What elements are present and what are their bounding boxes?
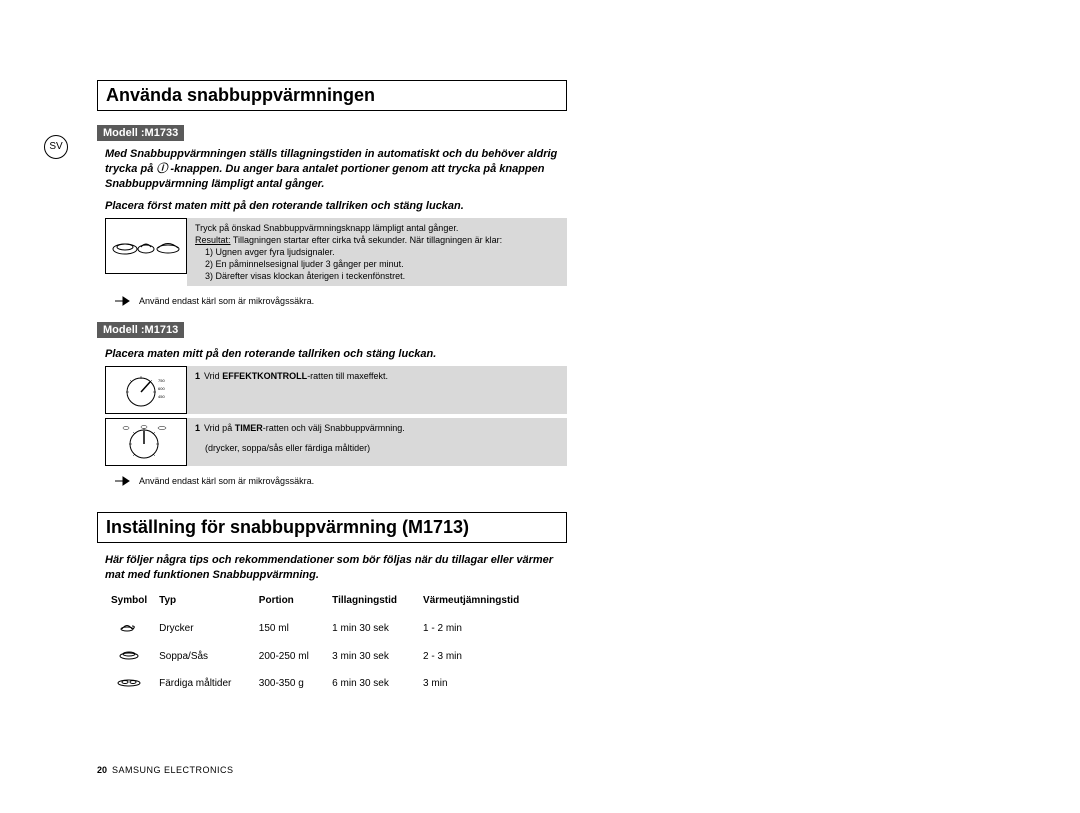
arrow-icon (115, 296, 131, 306)
cell-varm: 3 min (417, 670, 545, 697)
th-symbol: Symbol (105, 591, 153, 614)
settings-table: Symbol Typ Portion Tillagningstid Värmeu… (105, 591, 545, 697)
m1713-dial1-illustration: 750 600 450 (105, 366, 187, 414)
step-number: 1 (195, 371, 200, 381)
svg-text:750: 750 (158, 378, 165, 383)
m1733-illustration (105, 218, 187, 274)
step-number: 1 (195, 423, 200, 433)
language-badge: SV (44, 135, 68, 159)
m1713-step2-sub: (drycker, soppa/sås eller färdiga måltid… (195, 442, 559, 454)
note1-text: Använd endast kärl som är mikrovågssäkra… (139, 296, 314, 306)
arrow-icon (115, 476, 131, 486)
cell-typ: Färdiga måltider (153, 670, 253, 697)
m1733-b1: 1) Ugnen avger fyra ljudsignaler. (195, 246, 559, 258)
heading-1: Använda snabbuppvärmningen (97, 80, 567, 111)
cell-typ: Soppa/Sås (153, 643, 253, 670)
page-content: Använda snabbuppvärmningen Modell :M1733… (97, 80, 567, 697)
th-tillagningstid: Tillagningstid (326, 591, 417, 614)
m1733-step-text: Tryck på önskad Snabbuppvärmningsknapp l… (187, 218, 567, 287)
m1733-line1: Tryck på önskad Snabbuppvärmningsknapp l… (195, 222, 559, 234)
table-row: Soppa/Sås 200-250 ml 3 min 30 sek 2 - 3 … (105, 643, 545, 670)
model-label-m1713: Modell :M1713 (97, 322, 184, 338)
m1733-step: Tryck på önskad Snabbuppvärmningsknapp l… (105, 218, 567, 287)
cell-varm: 1 - 2 min (417, 614, 545, 643)
model1-intro: Med Snabbuppvärmningen ställs tillagning… (105, 147, 567, 192)
note-1: Använd endast kärl som är mikrovågssäkra… (115, 296, 567, 306)
th-varm: Värmeutjämningstid (417, 591, 545, 614)
m1713-step2: 1Vrid på TIMER-ratten och välj Snabbuppv… (105, 418, 567, 466)
cell-varm: 2 - 3 min (417, 643, 545, 670)
cell-portion: 200-250 ml (253, 643, 326, 670)
symbol-plate-icon (105, 670, 153, 697)
page-footer: 20 SAMSUNG ELECTRONICS (97, 765, 234, 775)
m1713-step2-text: 1Vrid på TIMER-ratten och välj Snabbuppv… (187, 418, 567, 466)
footer-brand: SAMSUNG ELECTRONICS (112, 765, 234, 775)
cell-tid: 6 min 30 sek (326, 670, 417, 697)
m1713-step1: 750 600 450 1Vrid EFFEKTKONTROLL-ratten … (105, 366, 567, 414)
symbol-cup-icon (105, 614, 153, 643)
page-number: 20 (97, 765, 107, 775)
cell-typ: Drycker (153, 614, 253, 643)
svg-text:450: 450 (158, 394, 165, 399)
model-label-m1733: Modell :M1733 (97, 125, 184, 141)
note-2: Använd endast kärl som är mikrovågssäkra… (115, 476, 567, 486)
model1-sub: Placera först maten mitt på den roterand… (105, 200, 567, 212)
svg-text:600: 600 (158, 386, 165, 391)
m1733-b2: 2) En påminnelsesignal ljuder 3 gånger p… (195, 258, 559, 270)
cell-tid: 3 min 30 sek (326, 643, 417, 670)
m1733-b3: 3) Därefter visas klockan återigen i tec… (195, 270, 559, 282)
th-typ: Typ (153, 591, 253, 614)
cell-portion: 150 ml (253, 614, 326, 643)
th-portion: Portion (253, 591, 326, 614)
table-header-row: Symbol Typ Portion Tillagningstid Värmeu… (105, 591, 545, 614)
heading-2: Inställning för snabbuppvärmning (M1713) (97, 512, 567, 543)
table-row: Färdiga måltider 300-350 g 6 min 30 sek … (105, 670, 545, 697)
h2-intro: Här följer några tips och rekommendation… (105, 553, 567, 583)
m1713-dial2-illustration (105, 418, 187, 466)
note2-text: Använd endast kärl som är mikrovågssäkra… (139, 476, 314, 486)
cell-portion: 300-350 g (253, 670, 326, 697)
m1733-line2: Resultat: Tillagningen startar efter cir… (195, 234, 559, 246)
table-row: Drycker 150 ml 1 min 30 sek 1 - 2 min (105, 614, 545, 643)
model2-sub: Placera maten mitt på den roterande tall… (105, 348, 567, 360)
cell-tid: 1 min 30 sek (326, 614, 417, 643)
m1713-step1-text: 1Vrid EFFEKTKONTROLL-ratten till maxeffe… (187, 366, 567, 414)
symbol-bowl-icon (105, 643, 153, 670)
